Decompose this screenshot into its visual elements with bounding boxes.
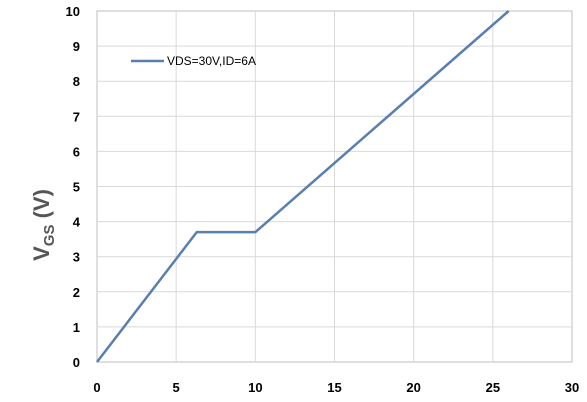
y-tick-label: 2 — [73, 285, 80, 300]
y-axis-label-unit: (V) — [29, 189, 54, 224]
grid — [97, 11, 572, 362]
y-tick-label: 8 — [73, 74, 80, 89]
x-tick-label: 0 — [93, 380, 100, 395]
x-axis-ticks: 0 5 10 15 20 25 30 — [93, 380, 579, 395]
x-tick-label: 10 — [248, 380, 262, 395]
y-tick-label: 5 — [73, 180, 80, 195]
y-tick-label: 1 — [73, 320, 80, 335]
y-tick-label: 7 — [73, 109, 80, 124]
y-tick-label: 6 — [73, 144, 80, 159]
y-tick-label: 3 — [73, 250, 80, 265]
x-tick-label: 20 — [406, 380, 420, 395]
series-lines — [96, 10, 510, 363]
y-tick-label: 4 — [73, 215, 81, 230]
legend: VDS=30V,ID=6A — [131, 54, 256, 68]
y-tick-label: 0 — [73, 355, 80, 370]
series-line — [96, 10, 510, 363]
y-axis-ticks: 0 1 2 3 4 5 6 7 8 9 10 — [66, 4, 81, 370]
y-axis-label-subscript: GS — [41, 225, 58, 247]
y-tick-label: 10 — [66, 4, 80, 19]
y-axis-label-main: V — [29, 246, 54, 261]
x-tick-label: 25 — [486, 380, 500, 395]
y-axis-label: VGS (V) — [29, 189, 58, 261]
legend-label: VDS=30V,ID=6A — [167, 54, 256, 68]
x-tick-label: 15 — [327, 380, 341, 395]
x-tick-label: 5 — [173, 380, 180, 395]
x-tick-label: 30 — [565, 380, 579, 395]
y-tick-label: 9 — [73, 39, 80, 54]
